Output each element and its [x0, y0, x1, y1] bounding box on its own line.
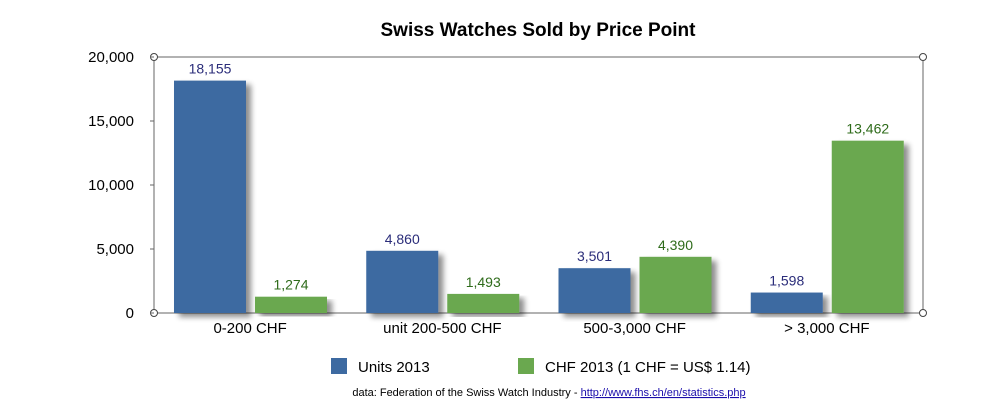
chart-title: Swiss Watches Sold by Price Point [381, 20, 697, 41]
legend: Units 2013 CHF 2013 (1 CHF = US$ 1.14) [331, 358, 751, 376]
legend-swatch-chf [518, 358, 534, 374]
frame-corner-handle [919, 309, 927, 317]
bar-units [174, 80, 246, 313]
plot-border [153, 56, 924, 314]
x-category-label: 500-3,000 CHF [583, 320, 686, 337]
bar-chf [831, 140, 904, 313]
bar-units [750, 292, 823, 313]
bar-units [558, 268, 631, 313]
bar-chf [447, 293, 520, 313]
data-label-chf: 13,462 [846, 121, 889, 137]
y-tick-label: 0 [126, 305, 134, 322]
y-tick-label: 20,000 [88, 49, 134, 66]
source-note: data: Federation of the Swiss Watch Indu… [352, 387, 745, 399]
bar-chf [639, 256, 712, 313]
y-axis: 0 5,000 10,000 15,000 20,000 [88, 49, 154, 322]
legend-swatch-units [331, 358, 347, 374]
data-label-units: 18,155 [189, 61, 232, 77]
data-labels: 18,155 1,274 4,860 1,493 3,501 4,390 1,598 13,4… [189, 61, 890, 293]
legend-label-units: Units 2013 [358, 359, 430, 376]
y-tick-label: 10,000 [88, 177, 134, 194]
bar-chf [255, 296, 327, 313]
x-category-label: > 3,000 CHF [784, 320, 869, 337]
data-label-chf: 1,274 [273, 277, 308, 293]
y-tick-label: 15,000 [88, 113, 134, 130]
x-axis: 0-200 CHF unit 200-500 CHF 500-3,000 CHF > … [213, 320, 869, 337]
data-label-chf: 4,390 [658, 237, 693, 253]
data-label-units: 4,860 [385, 231, 420, 247]
bar-units [366, 250, 439, 313]
plot-frame [150, 53, 927, 317]
bars [174, 80, 904, 313]
x-category-label: 0-200 CHF [213, 320, 286, 337]
x-category-label: unit 200-500 CHF [383, 320, 501, 337]
data-label-units: 3,501 [577, 248, 612, 264]
y-tick-label: 5,000 [96, 241, 134, 258]
frame-corner-handle [919, 53, 927, 61]
source-link[interactable]: http://www.fhs.ch/en/statistics.php [581, 387, 746, 399]
data-label-chf: 1,493 [466, 274, 501, 290]
source-text: data: Federation of the Swiss Watch Indu… [352, 387, 580, 399]
legend-label-chf: CHF 2013 (1 CHF = US$ 1.14) [545, 359, 751, 376]
data-label-units: 1,598 [769, 273, 804, 289]
